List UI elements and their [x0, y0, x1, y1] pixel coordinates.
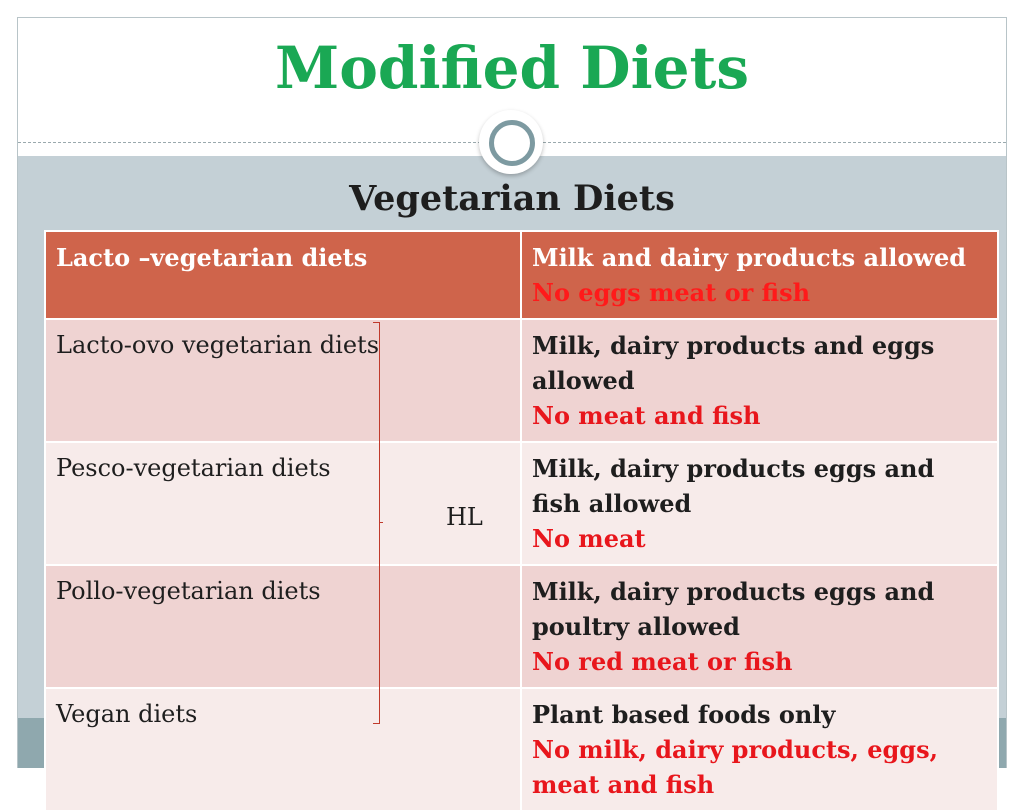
diet-name-cell: Lacto-ovo vegetarian diets: [44, 318, 522, 443]
annotation-bracket-tick: [379, 522, 383, 523]
table-row: Vegan diets Plant based foods only No mi…: [44, 687, 999, 812]
diet-desc-cell: Milk, dairy products eggs and fish allow…: [520, 441, 999, 566]
annotation-label: HL: [446, 503, 483, 531]
diet-desc-cell: Milk, dairy products and eggs allowed No…: [520, 318, 999, 443]
slide-frame: [17, 17, 1007, 768]
table-row: Pesco-vegetarian diets Milk, dairy produ…: [44, 441, 999, 566]
allowed-text: Milk, dairy products eggs and poultry al…: [532, 577, 935, 641]
diet-desc-cell: Milk and dairy products allowed No eggs …: [520, 230, 999, 320]
diet-name-cell: Pollo-vegetarian diets: [44, 564, 522, 689]
excluded-text: No eggs meat or fish: [532, 278, 811, 307]
slide-subtitle: Vegetarian Diets: [349, 178, 675, 219]
excluded-text: No milk, dairy products, eggs, meat and …: [532, 735, 938, 799]
diet-desc-cell: Plant based foods only No milk, dairy pr…: [520, 687, 999, 812]
table-row: Lacto-ovo vegetarian diets Milk, dairy p…: [44, 318, 999, 443]
allowed-text: Plant based foods only: [532, 700, 836, 729]
excluded-text: No meat and fish: [532, 401, 761, 430]
excluded-text: No meat: [532, 524, 646, 553]
diet-table: Lacto –vegetarian diets Milk and dairy p…: [44, 230, 999, 812]
diet-name: Vegan diets: [56, 700, 198, 728]
allowed-text: Milk, dairy products eggs and fish allow…: [532, 454, 935, 518]
table-row: Pollo-vegetarian diets Milk, dairy produ…: [44, 564, 999, 689]
diet-desc-cell: Milk, dairy products eggs and poultry al…: [520, 564, 999, 689]
allowed-text: Milk and dairy products allowed: [532, 243, 967, 272]
table-row: Lacto –vegetarian diets Milk and dairy p…: [44, 230, 999, 320]
diet-name-cell: Lacto –vegetarian diets: [44, 230, 522, 320]
diet-name: Pesco-vegetarian diets: [56, 454, 331, 482]
excluded-text: No red meat or fish: [532, 647, 793, 676]
circle-ornament: [479, 110, 543, 174]
slide-title: Modified Diets: [275, 34, 749, 102]
diet-name-cell: Vegan diets: [44, 687, 522, 812]
allowed-text: Milk, dairy products and eggs allowed: [532, 331, 935, 395]
diet-name: Pollo-vegetarian diets: [56, 577, 321, 605]
diet-name: Lacto –vegetarian diets: [56, 243, 368, 272]
diet-name: Lacto-ovo vegetarian diets: [56, 331, 380, 359]
annotation-bracket: [373, 322, 380, 724]
diet-name-cell: Pesco-vegetarian diets: [44, 441, 522, 566]
